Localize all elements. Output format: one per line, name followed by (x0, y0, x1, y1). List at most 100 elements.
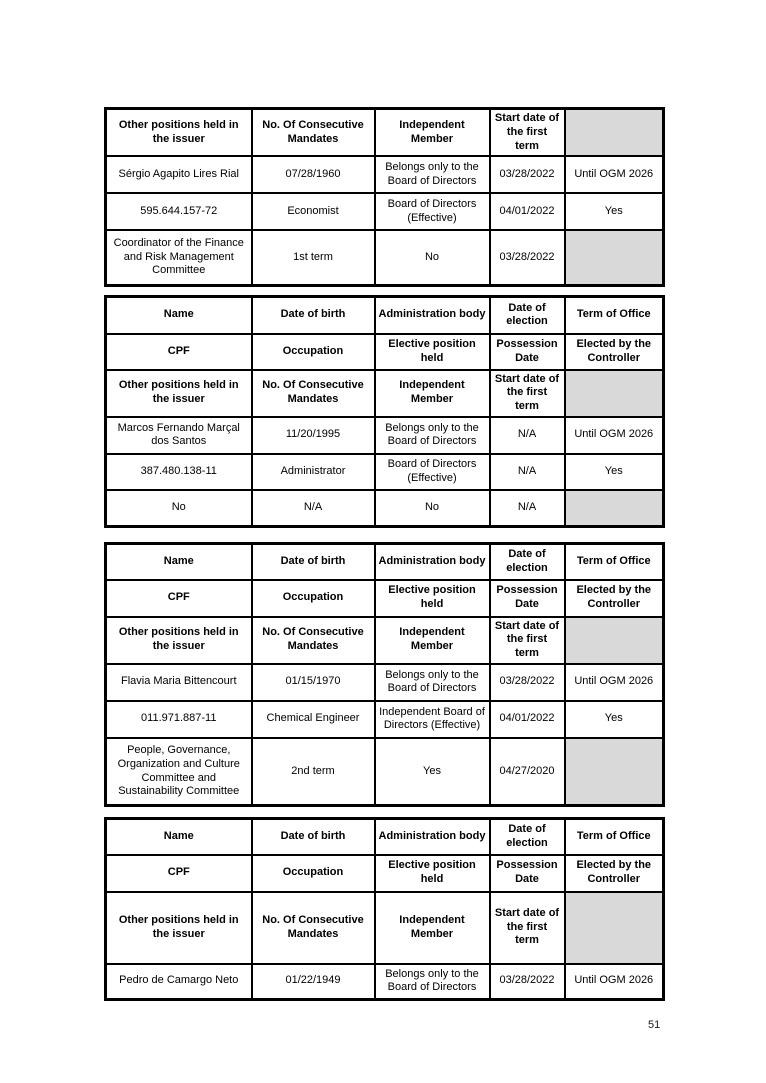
header-cell: Term of Office (563, 542, 665, 581)
data-cell: Independent Board of Directors (Effectiv… (373, 699, 491, 739)
header-cell: Elective position held (373, 578, 491, 618)
data-cell: N/A (488, 415, 566, 455)
header-cell: Date of birth (250, 542, 376, 581)
table-row: 387.480.138-11 Administrator Board of Dire… (104, 452, 665, 491)
data-cell: N/A (488, 452, 566, 491)
data-cell: 03/28/2022 (488, 662, 566, 702)
data-cell: Until OGM 2026 (563, 415, 665, 455)
header-cell: No. Of Consecutive Mandates (250, 368, 376, 418)
table-row: CPF Occupation Elective position held Posse… (104, 853, 665, 893)
data-cell: Belongs only to the Board of Directors (373, 962, 491, 1001)
data-cell: Pedro de Camargo Neto (104, 962, 253, 1001)
header-cell: CPF (104, 332, 253, 371)
header-cell: Elected by the Controller (563, 578, 665, 618)
data-cell: No (104, 488, 253, 528)
data-cell: No (373, 488, 491, 528)
data-cell: 595.644.157-72 (104, 192, 253, 232)
header-cell: Date of election (488, 817, 566, 856)
data-cell: N/A (488, 488, 566, 528)
header-cell: CPF (104, 853, 253, 893)
empty-shaded-cell (563, 615, 665, 665)
data-cell: Belongs only to the Board of Directors (373, 662, 491, 702)
data-cell: Belongs only to the Board of Directors (373, 415, 491, 455)
header-cell: Independent Member (373, 890, 491, 965)
header-cell: Elective position held (373, 853, 491, 893)
empty-shaded-cell (563, 890, 665, 965)
header-cell: No. Of Consecutive Mandates (250, 107, 376, 158)
data-cell: 03/28/2022 (488, 962, 566, 1001)
header-cell: Administration body (373, 295, 491, 335)
header-cell: Elective position held (373, 332, 491, 371)
empty-shaded-cell (563, 488, 665, 528)
empty-shaded-cell (563, 229, 665, 287)
table-row: CPF Occupation Elective position held Posse… (104, 578, 665, 618)
table-row: Other positions held in the issuer No. Of… (104, 107, 665, 158)
data-cell: 01/15/1970 (250, 662, 376, 702)
header-cell: CPF (104, 578, 253, 618)
data-cell: Economist (250, 192, 376, 232)
data-cell: Board of Directors (Effective) (373, 452, 491, 491)
header-cell: Start date of the first term (488, 615, 566, 665)
board-member-table-4: Name Date of birth Administration body Date… (104, 817, 665, 1001)
board-member-table-3: Name Date of birth Administration body Date… (104, 542, 665, 808)
data-cell: Yes (373, 736, 491, 807)
table-row: Marcos Fernando Marçal dos Santos 11/20/1… (104, 415, 665, 455)
table-row: Other positions held in the issuer No. Of… (104, 615, 665, 665)
header-cell: Other positions held in the issuer (104, 890, 253, 965)
header-cell: Name (104, 295, 253, 335)
data-cell: Administrator (250, 452, 376, 491)
table-row: Name Date of birth Administration body Date… (104, 542, 665, 581)
data-cell: 011.971.887-11 (104, 699, 253, 739)
header-cell: Date of birth (250, 817, 376, 856)
table-row: 595.644.157-72 Economist Board of Director… (104, 192, 665, 232)
header-cell: Possession Date (488, 853, 566, 893)
data-cell: 04/27/2020 (488, 736, 566, 807)
data-cell: 11/20/1995 (250, 415, 376, 455)
header-cell: Start date of the first term (488, 368, 566, 418)
header-cell: Name (104, 817, 253, 856)
table-row: Sérgio Agapito Lires Rial 07/28/1960 Belon… (104, 155, 665, 195)
board-member-table-2: Name Date of birth Administration body Date… (104, 295, 665, 529)
data-cell: 1st term (250, 229, 376, 287)
board-member-table-2-container: Name Date of birth Administration body Date… (104, 295, 665, 529)
data-cell: Until OGM 2026 (563, 662, 665, 702)
header-cell: Date of election (488, 295, 566, 335)
table-row: Coordinator of the Finance and Risk Mana… (104, 229, 665, 287)
data-cell: Belongs only to the Board of Directors (373, 155, 491, 195)
page-number: 51 (648, 1019, 661, 1031)
table-row: Other positions held in the issuer No. Of… (104, 890, 665, 965)
data-cell: Yes (563, 192, 665, 232)
data-cell: 01/22/1949 (250, 962, 376, 1001)
header-cell: No. Of Consecutive Mandates (250, 890, 376, 965)
board-member-table-4-container: Name Date of birth Administration body Date… (104, 817, 665, 1001)
header-cell: Independent Member (373, 107, 491, 158)
data-cell: 03/28/2022 (488, 155, 566, 195)
table-row: Flavia Maria Bittencourt 01/15/1970 Belong… (104, 662, 665, 702)
header-cell: No. Of Consecutive Mandates (250, 615, 376, 665)
header-cell: Date of birth (250, 295, 376, 335)
table-row: No N/A No N/A (104, 488, 665, 528)
table-row: CPF Occupation Elective position held Posse… (104, 332, 665, 371)
data-cell: 2nd term (250, 736, 376, 807)
header-cell: Elected by the Controller (563, 332, 665, 371)
header-cell: Other positions held in the issuer (104, 615, 253, 665)
table-row: 011.971.887-11 Chemical Engineer Independe… (104, 699, 665, 739)
header-cell: Independent Member (373, 615, 491, 665)
header-cell: Independent Member (373, 368, 491, 418)
table-row: Name Date of birth Administration body Date… (104, 817, 665, 856)
data-cell: Yes (563, 699, 665, 739)
header-cell: Possession Date (488, 578, 566, 618)
data-cell: Sérgio Agapito Lires Rial (104, 155, 253, 195)
board-member-table-3-container: Name Date of birth Administration body Date… (104, 542, 665, 808)
table-row: Name Date of birth Administration body Date… (104, 295, 665, 335)
header-cell: Administration body (373, 542, 491, 581)
data-cell: N/A (250, 488, 376, 528)
data-cell: 03/28/2022 (488, 229, 566, 287)
header-cell: Other positions held in the issuer (104, 107, 253, 158)
data-cell: 07/28/1960 (250, 155, 376, 195)
data-cell: 04/01/2022 (488, 699, 566, 739)
header-cell: Term of Office (563, 295, 665, 335)
header-cell: Start date of the first term (488, 890, 566, 965)
data-cell: 04/01/2022 (488, 192, 566, 232)
data-cell: Board of Directors (Effective) (373, 192, 491, 232)
